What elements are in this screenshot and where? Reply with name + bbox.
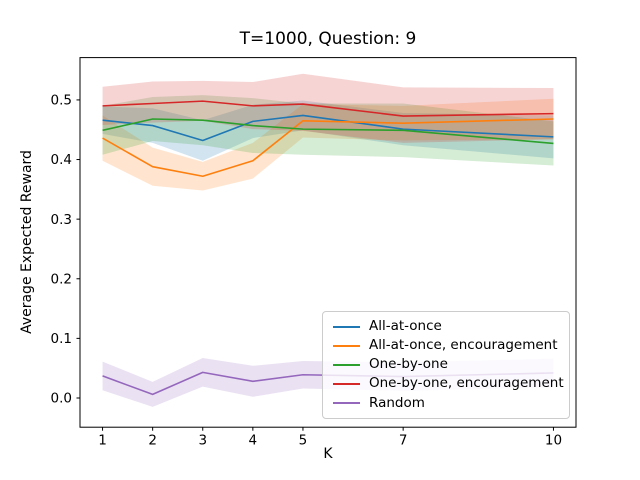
y-tick-label: 0.0 — [51, 391, 72, 407]
band-one-by-one — [102, 95, 554, 166]
legend-item-one-by-one-encouragement: One-by-one, encouragement — [333, 377, 564, 391]
y-tick-label: 0.5 — [51, 93, 72, 109]
line-one-by-one — [102, 118, 554, 145]
line-all-at-once-encouragement — [102, 118, 554, 178]
x-axis-label: K — [323, 446, 333, 462]
legend-label: One-by-one — [369, 356, 448, 373]
x-tick-label: 4 — [249, 433, 258, 449]
x-tick-label: 5 — [299, 433, 308, 449]
legend-item-one-by-one: One-by-one — [333, 358, 559, 372]
chart-title: T=1000, Question: 9 — [239, 29, 417, 49]
legend: All-at-once All-at-once, encouragement One… — [322, 311, 570, 419]
y-tick-label: 0.2 — [51, 271, 72, 287]
legend-label: Random — [369, 394, 425, 411]
legend-item-random: Random — [333, 394, 559, 411]
line-one-by-one-encouragement — [102, 100, 554, 117]
legend-label: One-by-one, encouragement — [369, 375, 564, 392]
legend-line-swatch — [333, 325, 360, 328]
line-all-at-once — [102, 114, 554, 142]
y-axis-label: Average Expected Reward — [19, 150, 35, 334]
x-tick-label: 3 — [198, 433, 207, 449]
legend-item-all-at-once: All-at-once — [333, 318, 559, 334]
y-tick-label: 0.1 — [51, 331, 72, 347]
x-tick-label: 2 — [148, 433, 157, 449]
legend-label: All-at-once, encouragement — [369, 337, 558, 354]
y-tick-label: 0.3 — [51, 212, 72, 228]
x-tick-label: 10 — [545, 433, 562, 449]
x-tick-label: 7 — [399, 433, 408, 449]
legend-label: All-at-once — [369, 318, 442, 334]
band-one-by-one-encouragement — [102, 73, 554, 143]
legend-line-swatch — [333, 344, 360, 347]
legend-line-swatch — [333, 402, 360, 405]
legend-line-swatch — [333, 364, 360, 366]
axes-frame — [79, 57, 577, 428]
legend-line-swatch — [333, 383, 360, 386]
legend-item-all-at-once-encouragement: All-at-once, encouragement — [333, 339, 559, 353]
y-tick-label: 0.4 — [51, 152, 72, 168]
x-tick-label: 1 — [98, 433, 107, 449]
